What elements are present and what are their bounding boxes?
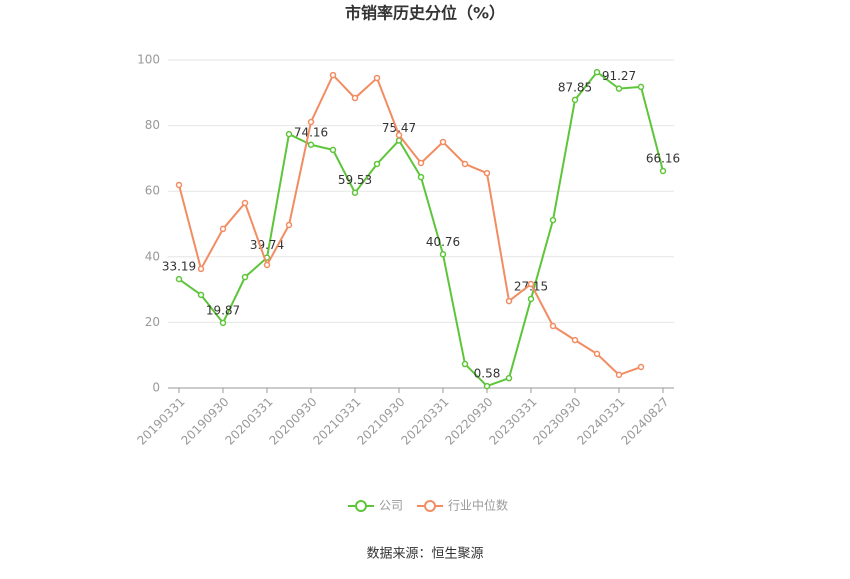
- legend-marker: [355, 500, 367, 512]
- point: [461, 160, 469, 168]
- point: [461, 360, 469, 368]
- point: [527, 280, 535, 288]
- point: [351, 189, 359, 196]
- x-tick-label: 20240827: [619, 395, 672, 448]
- point: [637, 363, 645, 371]
- value-label: 74.16: [294, 125, 328, 139]
- value-label: 40.76: [426, 235, 460, 249]
- point: [373, 160, 381, 168]
- value-label: 66.16: [646, 151, 680, 165]
- point: [329, 71, 337, 79]
- point: [637, 83, 645, 91]
- point: [505, 297, 513, 305]
- source-note: 数据来源：恒生聚源: [366, 547, 483, 562]
- legend-label: 公司: [379, 499, 403, 513]
- point: [241, 199, 249, 207]
- y-tick-label: 80: [145, 118, 160, 132]
- y-tick-label: 40: [145, 249, 160, 263]
- y-tick-label: 100: [137, 53, 160, 67]
- point: [439, 138, 447, 146]
- point: [505, 374, 513, 382]
- value-label: 19.87: [206, 303, 240, 317]
- point: [417, 173, 425, 181]
- point: [549, 216, 557, 224]
- point: [571, 336, 579, 344]
- point: [659, 167, 667, 175]
- point: [593, 68, 601, 76]
- point: [241, 273, 249, 281]
- point: [197, 291, 205, 299]
- point: [483, 169, 491, 177]
- point: [219, 319, 227, 327]
- point: [285, 221, 293, 229]
- point: [285, 130, 293, 138]
- y-tick-label: 20: [145, 315, 160, 329]
- point: [527, 295, 535, 303]
- series-line: [178, 73, 642, 377]
- point: [549, 322, 557, 330]
- y-tick-label: 60: [145, 184, 160, 198]
- point: [439, 251, 447, 258]
- chart-title: 市销率历史分位（%）: [345, 4, 505, 23]
- point: [329, 146, 337, 154]
- value-label: 33.19: [162, 260, 196, 274]
- series-line: [178, 70, 664, 388]
- point: [395, 131, 403, 139]
- value-label: 75.47: [382, 121, 416, 135]
- point: [615, 85, 623, 92]
- value-label: 87.85: [558, 80, 592, 94]
- y-tick-label: 0: [152, 381, 160, 395]
- point: [571, 96, 579, 104]
- legend-marker: [424, 500, 437, 512]
- point: [197, 265, 205, 273]
- point: [615, 371, 623, 379]
- value-label: 59.53: [338, 173, 372, 187]
- point: [417, 159, 425, 167]
- point: [307, 118, 315, 126]
- point: [483, 382, 491, 390]
- point: [219, 225, 227, 233]
- point: [351, 94, 359, 102]
- point: [263, 261, 271, 269]
- legend-label: 行业中位数: [448, 498, 508, 513]
- value-label: 91.27: [602, 69, 636, 83]
- point: [175, 181, 183, 189]
- point: [373, 74, 381, 82]
- point: [307, 141, 315, 149]
- point: [175, 275, 183, 283]
- value-label: 0.58: [474, 367, 501, 381]
- point: [593, 350, 601, 358]
